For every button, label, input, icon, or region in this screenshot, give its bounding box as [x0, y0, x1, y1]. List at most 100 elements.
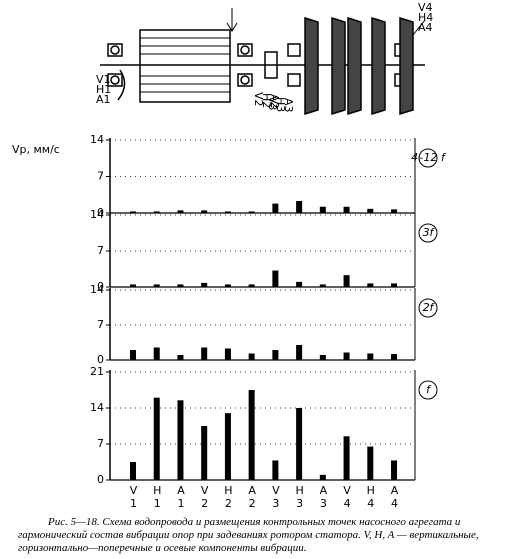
- point-label: A4: [418, 21, 433, 34]
- bar: [153, 211, 160, 213]
- bar: [177, 355, 184, 360]
- bar: [343, 206, 350, 213]
- panel-label: 3f: [423, 226, 436, 239]
- pump-schematic: [100, 8, 426, 116]
- bearing: [110, 45, 120, 55]
- bar: [201, 282, 208, 287]
- x-tick-label: A3: [317, 484, 330, 510]
- x-tick-label: A1: [174, 484, 187, 510]
- bearing: [107, 43, 123, 57]
- point-label: V3: [266, 96, 279, 111]
- y-tick-label: 7: [97, 170, 104, 183]
- motor-ribs: [140, 37, 230, 93]
- point-label: V2: [252, 92, 265, 107]
- inlet: [117, 69, 126, 101]
- bar: [248, 211, 255, 213]
- bearing: [287, 43, 301, 57]
- point-label: V4: [418, 1, 433, 14]
- bar: [319, 206, 326, 213]
- bar: [248, 353, 255, 360]
- bar: [201, 426, 208, 480]
- y-tick-label: 0: [97, 280, 104, 293]
- point-label: H2: [260, 93, 273, 108]
- panel-badge: [418, 223, 438, 243]
- bar: [130, 211, 136, 213]
- bearing: [107, 73, 123, 87]
- x-tick-label: V3: [269, 484, 282, 510]
- panel-badge: [418, 298, 438, 318]
- y-tick-label: 14: [90, 283, 104, 296]
- bar: [319, 474, 326, 480]
- bar: [391, 209, 398, 213]
- point-label: V1: [96, 73, 111, 86]
- x-tick-label: H2: [222, 484, 235, 510]
- y-axis-label: Vp, мм/с: [12, 143, 60, 156]
- bar: [319, 355, 326, 360]
- impellers: [304, 16, 414, 116]
- bar: [248, 390, 255, 480]
- point-label: H4: [418, 11, 433, 24]
- bar: [319, 284, 326, 287]
- bearing: [240, 45, 250, 55]
- x-tick-label: V2: [198, 484, 211, 510]
- caption: Рис. 5—18. Схема водопровода и размещени…: [18, 516, 479, 554]
- bar: [248, 284, 255, 287]
- point-label: H1: [96, 83, 111, 96]
- panel-label: 4–12 f: [411, 151, 447, 164]
- bar: [296, 408, 303, 480]
- bar: [153, 397, 160, 480]
- x-tick-label: H1: [151, 484, 164, 510]
- x-tick-label: A4: [388, 484, 401, 510]
- y-tick-label: 0: [97, 206, 104, 219]
- y-tick-label: 14: [90, 133, 104, 146]
- y-tick-label: 14: [90, 401, 104, 414]
- leader: [412, 19, 426, 36]
- bar: [296, 345, 303, 360]
- bar: [224, 413, 231, 480]
- y-tick-label: 21: [90, 365, 104, 378]
- bar: [343, 352, 350, 360]
- bearing: [287, 73, 301, 87]
- point-label: A3: [282, 98, 295, 113]
- bar: [272, 270, 279, 287]
- panel-label: 2f: [423, 301, 436, 314]
- bar: [224, 348, 231, 360]
- bearing: [237, 73, 253, 87]
- bearing: [240, 75, 250, 85]
- x-tick-label: V4: [341, 484, 354, 510]
- bar: [130, 284, 136, 287]
- x-tick-label: H4: [364, 484, 377, 510]
- bar: [367, 353, 374, 360]
- bar: [130, 462, 136, 480]
- y-tick-label: 0: [97, 353, 104, 366]
- bar: [391, 460, 398, 480]
- bar: [272, 203, 279, 213]
- y-tick-label: 14: [90, 208, 104, 221]
- y-tick-label: 7: [97, 318, 104, 331]
- bar: [130, 350, 136, 360]
- bar: [153, 284, 160, 287]
- bar: [391, 283, 398, 287]
- bar: [201, 210, 208, 213]
- bar: [296, 281, 303, 287]
- x-tick-label: V1: [127, 484, 140, 510]
- bar: [343, 275, 350, 287]
- bar: [177, 400, 184, 480]
- arrow-head: [226, 22, 238, 32]
- bar: [296, 201, 303, 213]
- bar: [367, 446, 374, 480]
- x-tick-label: H3: [293, 484, 306, 510]
- bar: [272, 460, 279, 480]
- bar: [343, 436, 350, 480]
- bar: [224, 284, 231, 287]
- bar: [201, 347, 208, 360]
- motor: [139, 29, 231, 103]
- bar: [391, 354, 398, 360]
- y-tick-label: 7: [97, 437, 104, 450]
- bar: [177, 284, 184, 287]
- panel-badge: [418, 148, 438, 168]
- point-label: A1: [96, 93, 111, 106]
- panel-label: f: [426, 383, 432, 396]
